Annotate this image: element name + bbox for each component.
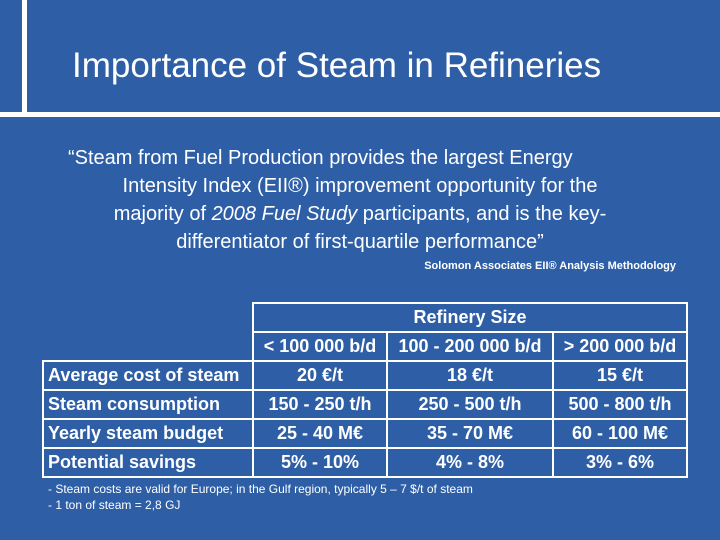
steam-cost-table: Refinery Size < 100 000 b/d 100 - 200 00…: [42, 302, 688, 478]
table-cell: 25 - 40 M€: [252, 418, 388, 449]
table-group-header-row: Refinery Size: [43, 302, 688, 333]
footnotes: - Steam costs are valid for Europe; in t…: [48, 481, 473, 513]
table-cell: 5% - 10%: [252, 447, 388, 478]
table-row: Steam consumption 150 - 250 t/h 250 - 50…: [42, 389, 688, 420]
table-cell: 20 €/t: [252, 360, 388, 391]
column-header: 100 - 200 000 b/d: [386, 331, 554, 362]
footnote-2: - 1 ton of steam = 2,8 GJ: [48, 498, 181, 512]
column-header: > 200 000 b/d: [552, 331, 688, 362]
row-label: Average cost of steam: [42, 360, 254, 391]
quote-line-3-italic: 2008 Fuel Study: [211, 203, 358, 225]
table-corner-blank: [43, 303, 253, 332]
table-cell: 500 - 800 t/h: [552, 389, 688, 420]
row-label: Steam consumption: [42, 389, 254, 420]
table-cell: 60 - 100 M€: [552, 418, 688, 449]
table-cell: 15 €/t: [552, 360, 688, 391]
quote-source: Solomon Associates EII® Analysis Methodo…: [424, 260, 676, 272]
quote-line-3-pre: majority of: [113, 203, 212, 225]
row-label: Yearly steam budget: [42, 418, 254, 449]
column-header: < 100 000 b/d: [252, 331, 388, 362]
table-column-header-row: < 100 000 b/d 100 - 200 000 b/d > 200 00…: [43, 331, 688, 362]
table-cell: 4% - 8%: [386, 447, 554, 478]
quote-line-2: Intensity Index (EII®) improvement oppor…: [122, 175, 598, 197]
decorative-vertical-rule: [22, 0, 27, 112]
quote-line-1: “Steam from Fuel Production provides the…: [68, 147, 573, 169]
table-cell: 250 - 500 t/h: [386, 389, 554, 420]
quote-block: “Steam from Fuel Production provides the…: [48, 144, 672, 256]
table-group-header: Refinery Size: [252, 302, 688, 333]
quote-line-3: majority of 2008 Fuel Study participants…: [48, 200, 672, 228]
table-row: Average cost of steam 20 €/t 18 €/t 15 €…: [42, 360, 688, 391]
quote-line-3-post: participants, and is the key-: [357, 203, 607, 225]
table-row: Yearly steam budget 25 - 40 M€ 35 - 70 M…: [42, 418, 688, 449]
table-cell: 150 - 250 t/h: [252, 389, 388, 420]
quote-line-4: differentiator of first-quartile perform…: [176, 231, 544, 253]
decorative-horizontal-rule: [0, 112, 720, 117]
table-cell: 18 €/t: [386, 360, 554, 391]
slide-title: Importance of Steam in Refineries: [72, 46, 602, 85]
table-cell: 3% - 6%: [552, 447, 688, 478]
table-corner-blank-2: [43, 332, 253, 361]
footnote-1: - Steam costs are valid for Europe; in t…: [48, 482, 473, 496]
table-cell: 35 - 70 M€: [386, 418, 554, 449]
row-label: Potential savings: [42, 447, 254, 478]
table-row: Potential savings 5% - 10% 4% - 8% 3% - …: [42, 447, 688, 478]
